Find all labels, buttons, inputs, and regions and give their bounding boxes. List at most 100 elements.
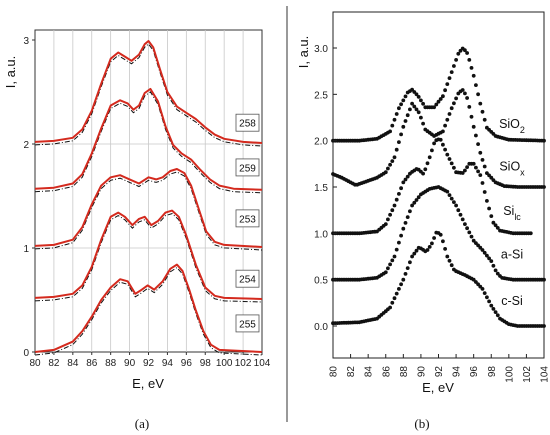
data-point [392, 254, 397, 259]
data-point [480, 109, 485, 114]
x-tick-label: 92 [434, 366, 445, 378]
data-point [471, 73, 476, 78]
data-point [489, 303, 494, 308]
data-point [412, 200, 417, 205]
data-point [397, 106, 401, 111]
x-tick-label: 96 [181, 358, 193, 369]
data-point [449, 263, 454, 268]
y-tick-label: 0 [23, 348, 29, 359]
data-point [397, 287, 401, 291]
data-point [412, 104, 417, 109]
data-point [412, 251, 417, 256]
data-point [416, 195, 421, 200]
data-point [392, 155, 397, 160]
y-tick-label: 3.0 [314, 44, 328, 55]
data-point [478, 173, 483, 178]
data-point [394, 147, 399, 152]
data-point [474, 165, 478, 170]
data-point [408, 260, 412, 265]
data-point [458, 212, 463, 217]
data-point [443, 247, 447, 251]
data-point [432, 236, 436, 240]
data-point [528, 231, 533, 236]
data-point [469, 66, 474, 70]
data-point [465, 96, 469, 100]
data-point [403, 94, 408, 99]
data-point [465, 165, 469, 170]
data-point [465, 226, 469, 231]
data-point [399, 282, 403, 287]
traces-b [331, 46, 546, 328]
fit-curve-253 [34, 168, 263, 248]
data-point [383, 270, 388, 275]
data-point [489, 259, 494, 263]
x-tick-label: 84 [364, 366, 375, 378]
data-point [474, 83, 478, 87]
data-point [383, 170, 388, 175]
series-label-255: 255 [239, 319, 256, 330]
data-point [460, 171, 465, 175]
y-tick-label: 2.5 [314, 90, 328, 101]
data-point [397, 240, 401, 245]
traces-a [34, 40, 263, 356]
x-tick-label: 82 [48, 358, 60, 369]
x-tick-label: 100 [504, 366, 515, 383]
data-point [471, 161, 476, 166]
data-point [493, 310, 498, 314]
data-point [485, 253, 489, 258]
data-point [419, 115, 423, 120]
data-point [489, 214, 494, 219]
data-point [447, 157, 452, 161]
data-point [445, 117, 450, 122]
data-point [480, 158, 485, 162]
data-point [441, 129, 445, 134]
data-point [416, 95, 421, 99]
data-point [434, 102, 439, 107]
data-point [430, 241, 434, 246]
data-point [388, 305, 392, 310]
data-point [443, 88, 447, 93]
data-point [414, 92, 419, 97]
x-tick-label: 92 [143, 358, 155, 369]
data-point [542, 324, 546, 328]
data-point [397, 140, 401, 145]
data-point [447, 258, 452, 263]
data-point [445, 82, 450, 86]
data-point [405, 174, 410, 179]
series-label-254: 254 [239, 275, 256, 286]
data-point [449, 196, 454, 201]
x-tick-label: 102 [235, 358, 252, 369]
x-tick-label: 100 [216, 358, 233, 369]
data-point [445, 152, 450, 157]
x-ticks-b: 80 82 84 86 88 90 92 94 96 98 100 102 104 [329, 354, 550, 383]
data-point [390, 300, 395, 305]
data-point [410, 101, 414, 106]
data-point [449, 106, 454, 111]
data-point [467, 105, 472, 109]
data-point [397, 192, 401, 196]
series-label-box [235, 209, 260, 228]
x-tick-label: 96 [469, 366, 480, 378]
data-point [460, 88, 465, 92]
y-tick-label: 1.0 [314, 229, 328, 240]
data-point [390, 258, 395, 263]
data-point [425, 161, 430, 166]
data-point [401, 226, 406, 231]
data-point [403, 177, 408, 182]
data-point [469, 114, 474, 119]
x-tick-label: 104 [540, 366, 550, 383]
data-point [476, 169, 480, 174]
data-point [390, 123, 395, 128]
data-point [392, 117, 397, 122]
data-point [454, 96, 458, 101]
x-ticks-a: 80 82 84 86 88 90 92 94 96 98 100 102 104 [29, 352, 271, 369]
y-tick-label: 2.0 [314, 137, 328, 148]
y-tick-label: 1.5 [314, 183, 328, 194]
series-label: SiO2 [499, 117, 525, 135]
x-axis-label-b: E, eV [422, 380, 454, 395]
panel-caption-b: (b) [414, 416, 429, 431]
x-tick-label: 82 [346, 366, 357, 378]
series-label-box [235, 269, 260, 288]
